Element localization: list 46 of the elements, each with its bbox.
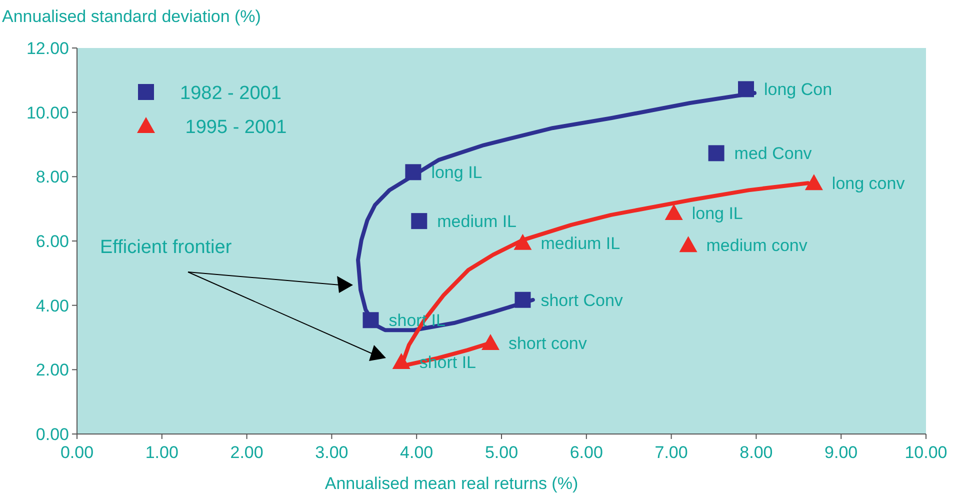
point [738, 81, 754, 98]
point [362, 312, 379, 328]
x-tick-label: 6.00 [570, 443, 603, 462]
y-axis-title: Annualised standard deviation (%) [2, 7, 261, 26]
point [411, 213, 428, 230]
point [664, 204, 683, 220]
annotation: long Con [764, 80, 832, 100]
point [392, 352, 410, 369]
annotation: medium IL [437, 212, 517, 232]
annotation: Efficient frontier [100, 237, 232, 258]
y-tick-label: 4.00 [36, 296, 69, 316]
x-tick-label: 9.00 [824, 443, 858, 462]
x-tick-label: 8.00 [740, 443, 773, 462]
y-tick-label: 6.00 [36, 232, 69, 251]
annotation: long IL [692, 204, 743, 224]
annotation: short IL [419, 352, 476, 372]
annotation: medium conv [706, 236, 808, 256]
y-tick-label: 10.00 [26, 103, 69, 122]
point [679, 236, 698, 252]
x-tick-label: 10.00 [904, 443, 948, 462]
annotation: short Conv [540, 290, 624, 310]
annotation: long IL [431, 163, 482, 182]
y-tick-label: 12.00 [26, 39, 69, 58]
x-axis-title: Annualised mean real returns (%) [324, 474, 578, 493]
x-tick-label: 5.00 [484, 443, 518, 462]
x-tick-label: 1.00 [145, 443, 178, 462]
annotation: long conv [832, 174, 906, 194]
x-tick-label: 3.00 [315, 443, 348, 462]
y-tick-label: 2.00 [36, 360, 69, 380]
x-tick-label: 4.00 [400, 443, 434, 462]
point [481, 334, 500, 350]
x-tick-label: 7.00 [654, 443, 688, 462]
y-tick-label: 8.00 [36, 168, 69, 187]
legend-label: 1982 - 2001 [180, 83, 282, 104]
annotation: short conv [508, 334, 588, 353]
point [804, 174, 823, 190]
x-tick-label: 0.00 [60, 443, 94, 462]
point [514, 292, 531, 308]
legend-label: 1995 - 2001 [180, 117, 287, 138]
annotation: medium IL [540, 234, 620, 253]
annotation: med Conv [734, 144, 812, 164]
point [708, 145, 724, 162]
x-tick-label: 2.00 [230, 443, 264, 462]
point [405, 164, 422, 180]
y-tick-label: 0.00 [36, 425, 69, 444]
point [514, 234, 532, 250]
